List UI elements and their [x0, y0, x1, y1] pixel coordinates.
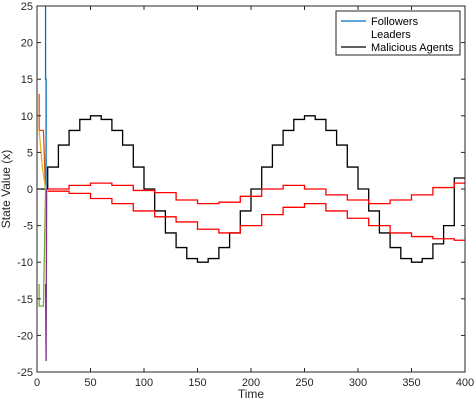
legend-label-0: Followers: [371, 16, 419, 28]
y-tick-label: 25: [21, 1, 33, 13]
y-axis-label: State Value (x): [0, 150, 13, 228]
series-line-5: [38, 93, 47, 190]
y-tick-label: 20: [21, 38, 33, 50]
series-line-7: [38, 130, 47, 190]
x-tick-label: 50: [84, 377, 96, 389]
legend-label-2: Malicious Agents: [371, 42, 454, 54]
y-tick-label: -10: [17, 257, 33, 269]
x-tick-label: 150: [188, 377, 206, 389]
x-tick-label: 200: [242, 377, 260, 389]
y-tick-label: -20: [17, 330, 33, 342]
legend-box: [335, 10, 461, 56]
series-line-1: [47, 182, 465, 205]
series-line-4: [44, 188, 48, 362]
x-tick-label: 300: [349, 377, 367, 389]
y-tick-label: -15: [17, 294, 33, 306]
y-tick-label: 10: [21, 111, 33, 123]
y-tick-label: 0: [27, 184, 33, 196]
legend-label-1: Leaders: [371, 29, 411, 41]
x-axis-label: Time: [238, 387, 265, 401]
y-tick-label: -25: [17, 367, 33, 379]
series-line-2: [47, 190, 465, 241]
y-tick-label: 5: [27, 147, 33, 159]
x-tick-label: 100: [135, 377, 153, 389]
series-line-6: [38, 188, 47, 307]
x-tick-label: 0: [34, 377, 40, 389]
y-tick-label: -5: [23, 221, 33, 233]
series-layer: [37, 6, 465, 362]
series-line-0: [37, 115, 465, 263]
x-tick-label: 400: [456, 377, 474, 389]
y-tick-label: 15: [21, 74, 33, 86]
x-tick-label: 350: [402, 377, 420, 389]
axes-layer: 0 50 100 150 200 250 300 350 400 -25 -20 -15 -10 -5 0 5…: [17, 1, 474, 389]
x-tick-label: 250: [295, 377, 313, 389]
